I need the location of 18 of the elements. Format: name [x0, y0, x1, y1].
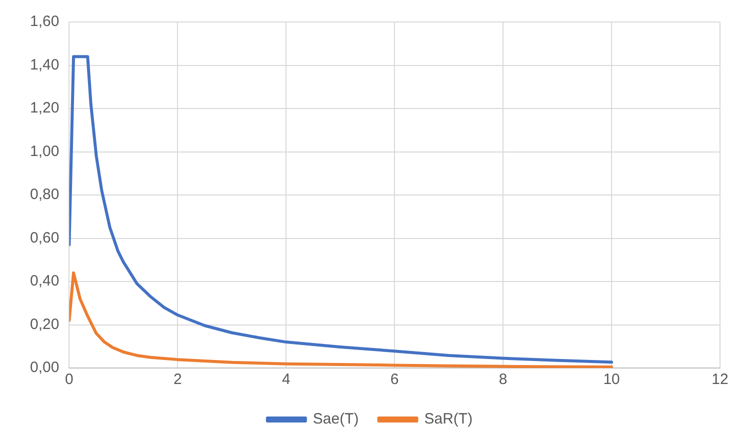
x-tick-label: 0 [65, 371, 74, 388]
legend-label: Sae(T) [312, 410, 359, 428]
y-tick-label: 1,00 [30, 142, 60, 160]
y-tick-label: 0,80 [30, 186, 60, 204]
x-tick-label: 2 [173, 371, 182, 388]
y-tick-label: 0,60 [30, 229, 60, 246]
y-tick-label: 0,40 [30, 272, 60, 290]
y-tick-label: 1,60 [30, 13, 60, 30]
y-tick-label: 1,20 [30, 100, 60, 117]
y-tick-label: 1,40 [30, 56, 60, 74]
legend-label: SaR(T) [424, 410, 473, 428]
x-tick-label: 12 [712, 371, 728, 388]
x-tick-label: 10 [603, 371, 620, 388]
x-tick-label: 8 [498, 371, 508, 388]
x-tick-label: 4 [282, 371, 290, 388]
x-tick-label: 6 [390, 371, 399, 388]
y-tick-label: 0,20 [30, 316, 60, 333]
y-tick-label: 0,00 [30, 359, 60, 376]
